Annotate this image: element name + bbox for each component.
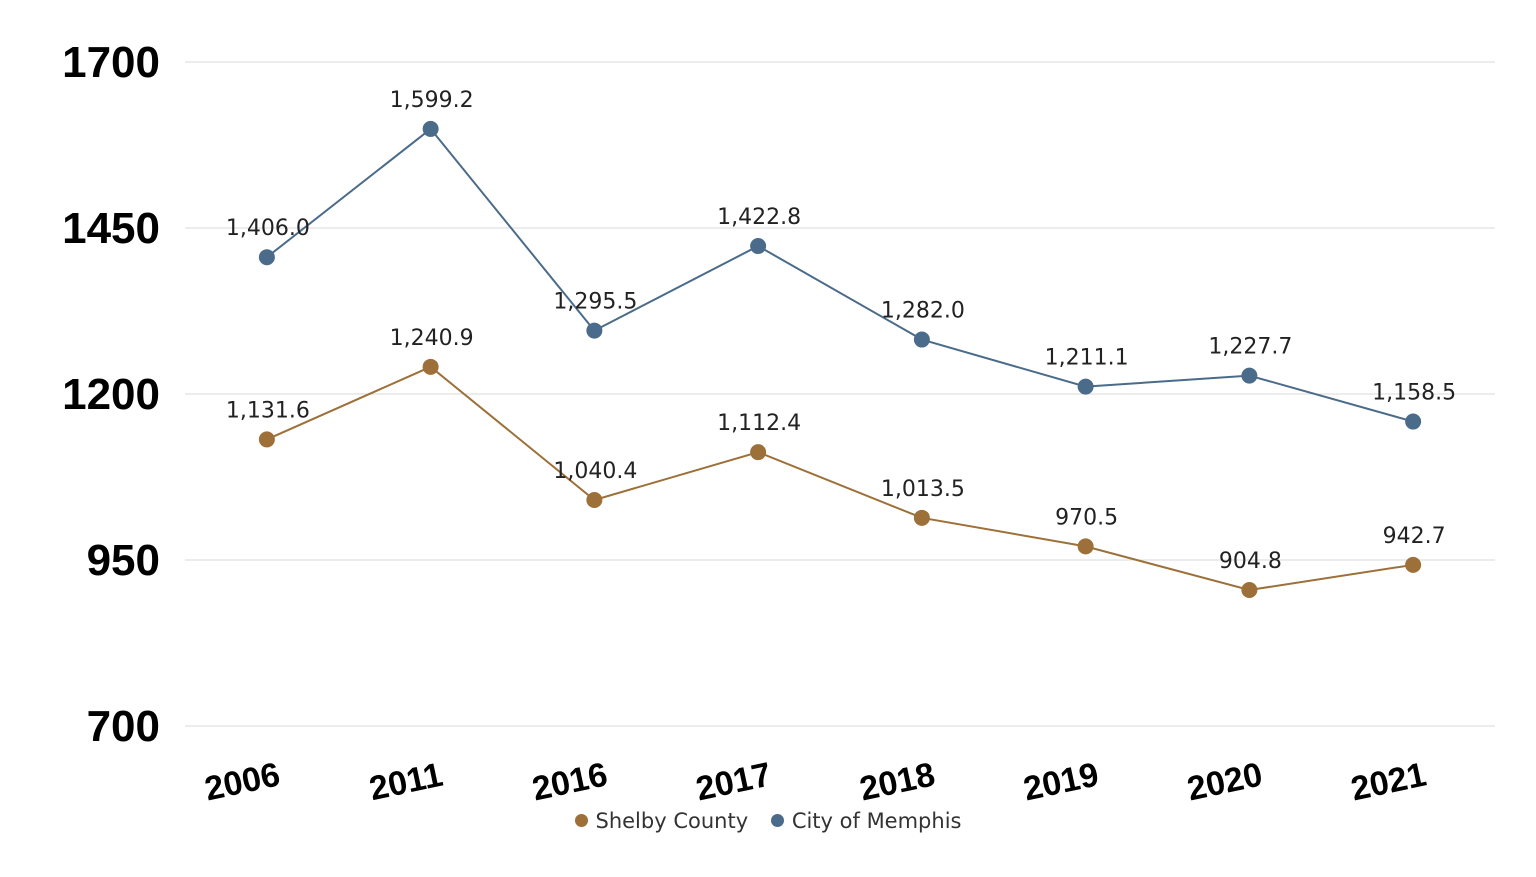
legend-item-city-of-memphis[interactable]: City of Memphis bbox=[770, 809, 962, 833]
x-tick-label: 2006 bbox=[201, 756, 283, 809]
y-tick-label: 1200 bbox=[62, 370, 160, 419]
legend-marker bbox=[770, 813, 784, 827]
data-label: 1,227.7 bbox=[1208, 335, 1292, 360]
x-tick-label: 2018 bbox=[856, 756, 938, 809]
data-point bbox=[750, 238, 767, 255]
data-point bbox=[1241, 582, 1258, 599]
y-tick-label: 950 bbox=[87, 536, 160, 585]
x-tick-label: 2017 bbox=[693, 756, 775, 809]
data-label: 1,158.5 bbox=[1372, 381, 1456, 406]
data-point bbox=[1077, 538, 1094, 555]
x-tick-label: 2020 bbox=[1184, 756, 1266, 809]
data-point bbox=[1405, 556, 1422, 573]
data-point bbox=[586, 491, 603, 508]
data-label: 1,282.0 bbox=[881, 299, 965, 324]
data-label: 1,422.8 bbox=[717, 205, 801, 230]
data-label: 1,240.9 bbox=[390, 326, 474, 351]
data-point bbox=[913, 331, 930, 348]
series-line-city-of-memphis bbox=[266, 127, 1414, 423]
data-label: 1,406.0 bbox=[226, 216, 310, 241]
data-point bbox=[586, 322, 603, 339]
legend-label: Shelby County bbox=[595, 809, 749, 833]
legend-marker bbox=[574, 813, 588, 827]
data-point bbox=[258, 249, 275, 266]
y-tick-label: 1450 bbox=[62, 204, 160, 253]
data-label: 1,599.2 bbox=[390, 88, 474, 113]
data-label: 1,131.6 bbox=[226, 398, 310, 423]
data-point bbox=[1077, 378, 1094, 395]
data-point bbox=[1241, 367, 1258, 384]
data-point bbox=[422, 358, 439, 375]
data-label: 904.8 bbox=[1219, 549, 1282, 574]
legend-item-shelby-county[interactable]: Shelby County bbox=[574, 809, 749, 833]
x-tick-label: 2019 bbox=[1020, 756, 1102, 809]
legend-label: City of Memphis bbox=[791, 809, 962, 833]
y-tick-label: 700 bbox=[87, 702, 160, 751]
data-label: 942.7 bbox=[1383, 524, 1446, 549]
data-label: 1,013.5 bbox=[881, 477, 965, 502]
series-line-shelby-county bbox=[266, 365, 1414, 592]
x-tick-label: 2016 bbox=[529, 756, 611, 809]
x-tick-label: 2011 bbox=[366, 756, 446, 809]
data-point bbox=[750, 444, 767, 461]
data-label: 1,040.4 bbox=[553, 459, 637, 484]
data-point bbox=[422, 120, 439, 137]
data-label: 1,211.1 bbox=[1045, 346, 1129, 371]
data-point bbox=[1405, 413, 1422, 430]
data-label: 970.5 bbox=[1055, 505, 1118, 530]
x-tick-label: 2021 bbox=[1348, 756, 1430, 809]
data-label: 1,295.5 bbox=[553, 290, 637, 315]
data-point bbox=[258, 431, 275, 448]
data-label: 1,112.4 bbox=[717, 411, 801, 436]
data-point bbox=[913, 509, 930, 526]
y-tick-label: 1700 bbox=[62, 38, 160, 87]
legend: Shelby County City of Memphis bbox=[0, 809, 1536, 833]
